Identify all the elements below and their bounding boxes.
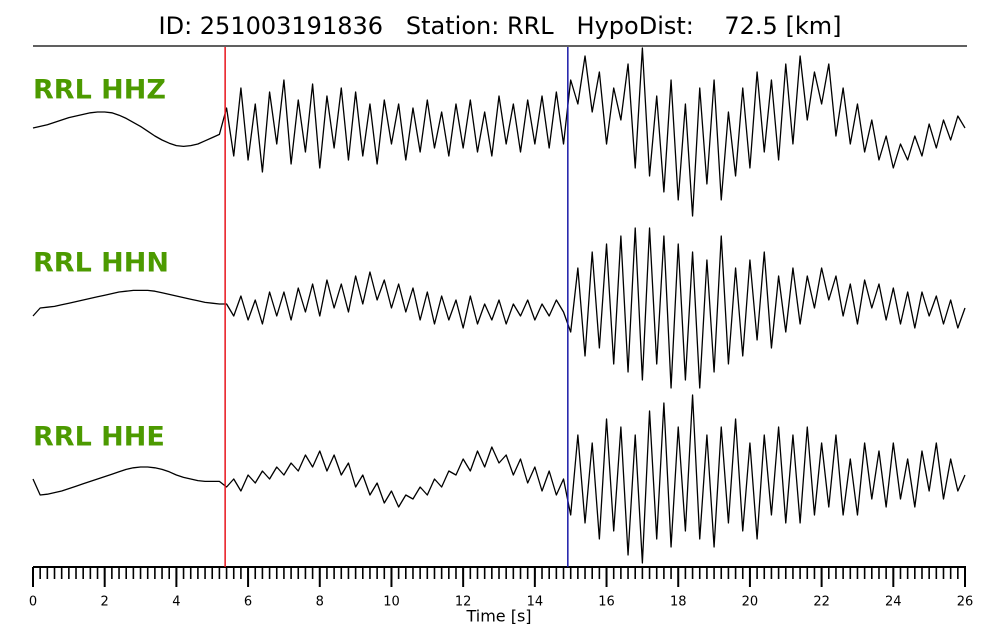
- x-axis-label: Time [s]: [465, 607, 531, 626]
- x-tick-label: 2: [101, 595, 109, 610]
- waveform: [32, 47, 966, 217]
- x-tick-label: 26: [957, 595, 974, 610]
- waveform: [32, 394, 966, 564]
- trace-label: RRL HHE: [33, 422, 165, 453]
- x-tick-label: 0: [29, 595, 37, 610]
- waveform: [32, 227, 966, 389]
- x-tick-label: 20: [742, 595, 759, 610]
- x-tick-label: 16: [598, 595, 615, 610]
- trace-label: RRL HHN: [33, 248, 169, 279]
- x-tick-label: 22: [813, 595, 830, 610]
- x-tick-label: 14: [527, 595, 544, 610]
- trace-label: RRL HHZ: [33, 75, 166, 106]
- x-tick-label: 6: [244, 595, 252, 610]
- chart-title: ID: 251003191836 Station: RRL HypoDist: …: [159, 12, 842, 40]
- x-tick-label: 10: [383, 595, 400, 610]
- x-tick-label: 8: [316, 595, 324, 610]
- x-tick-label: 4: [172, 595, 180, 610]
- x-tick-label: 24: [885, 595, 902, 610]
- x-tick-label: 18: [670, 595, 687, 610]
- x-tick-label: 12: [455, 595, 472, 610]
